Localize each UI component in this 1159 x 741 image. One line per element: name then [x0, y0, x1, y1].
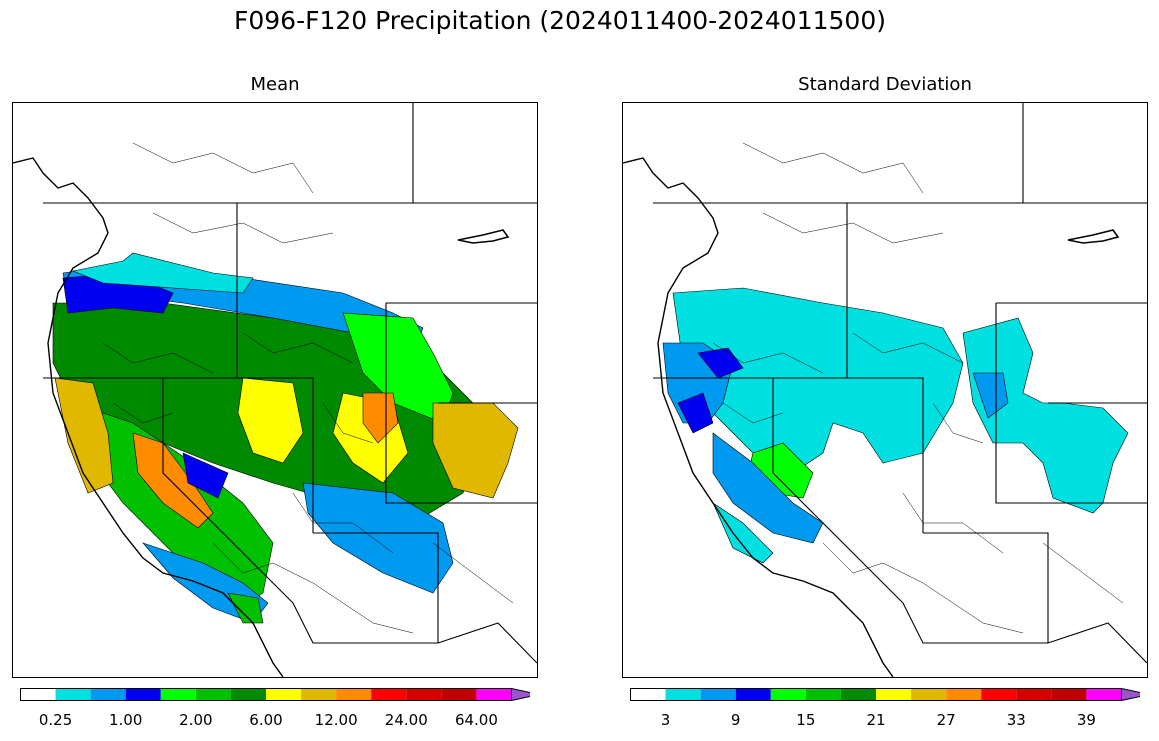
mean-region-darkblue-south: [182, 452, 229, 499]
mean-colorbar-tick-label: 1.00: [109, 711, 143, 729]
std-colorbar-segment: [946, 688, 982, 701]
std-colorbar-tick-label: 39: [1076, 711, 1096, 729]
mean-region-gold-east: [432, 402, 519, 499]
std-colorbar-segment: [665, 688, 701, 701]
std-region-darkblue-2: [677, 392, 714, 434]
mean-colorbar-segment: [371, 688, 407, 701]
std-region-cyan-south: [712, 502, 774, 564]
mean-region-orange-rockies: [362, 392, 399, 444]
mean-colorbar-segment: [160, 688, 196, 701]
mean-map: [12, 102, 538, 678]
std-colorbar: [630, 688, 1140, 702]
std-colorbar-segment: [1051, 688, 1087, 701]
mean-colorbar: [20, 688, 530, 702]
std-colorbar-graphic: [630, 688, 1140, 702]
mean-colorbar-segment: [406, 688, 442, 701]
std-colorbar-segment: [630, 688, 666, 701]
std-colorbar-tick-label: 9: [730, 711, 741, 729]
std-colorbar-segment: [840, 688, 876, 701]
mean-colorbar-extend-arrow: [511, 688, 530, 702]
mean-colorbar-tick-label: 6.00: [249, 711, 283, 729]
std-colorbar-segment: [700, 688, 736, 701]
std-colorbar-tick-label: 33: [1006, 711, 1026, 729]
std-watershed-lines: [712, 142, 1124, 634]
std-region-blue-rockies: [972, 372, 1009, 419]
mean-state-borders: [43, 103, 537, 664]
mean-colorbar-tick-label: 12.00: [314, 711, 358, 729]
mean-region-green-socal: [227, 592, 264, 624]
std-coastline: [623, 157, 894, 677]
mean-colorbar-tick-label: 0.25: [38, 711, 73, 729]
std-map-canvas: [623, 103, 1147, 677]
mean-colorbar-segment: [230, 688, 266, 701]
std-lake-winnipeg: [1067, 229, 1120, 244]
mean-colorbar-segment: [90, 688, 126, 701]
std-colorbar-tick-label: 21: [866, 711, 886, 729]
std-colorbar-segment: [911, 688, 947, 701]
mean-watershed-lines: [102, 142, 514, 634]
std-region-cyan: [672, 287, 964, 474]
mean-lake-winnipeg: [457, 229, 510, 244]
mean-colorbar-segment: [20, 688, 56, 701]
std-colorbar-segment: [1016, 688, 1052, 701]
mean-colorbar-tick-label: 64.00: [454, 711, 498, 729]
std-region-cyan-east: [962, 317, 1129, 514]
mean-colorbar-graphic: [20, 688, 530, 702]
std-map: [622, 102, 1148, 678]
std-colorbar-segment: [876, 688, 912, 701]
mean-colorbar-tick-label: 2.00: [179, 711, 213, 729]
std-region-blue-south: [712, 432, 824, 544]
mean-colorbar-segment: [125, 688, 161, 701]
mean-region-yellow-coast: [54, 377, 114, 494]
mean-region-cyan-north: [71, 252, 254, 294]
std-colorbar-segment: [770, 688, 806, 701]
mean-colorbar-tick-label: 24.00: [384, 711, 428, 729]
std-colorbar-tick-label: 3: [660, 711, 671, 729]
std-colorbar-extend-arrow: [1121, 688, 1140, 702]
std-colorbar-segment: [981, 688, 1017, 701]
figure-title: F096-F120 Precipitation (2024011400-2024…: [233, 6, 886, 35]
mean-map-canvas: [13, 103, 537, 677]
std-state-borders: [653, 103, 1147, 664]
std-colorbar-segment: [805, 688, 841, 701]
std-colorbar-segment: [1086, 688, 1122, 701]
std-colorbar-segment: [735, 688, 771, 701]
mean-region-orange-sierra: [132, 432, 214, 529]
mean-colorbar-segment: [266, 688, 302, 701]
mean-panel-title: Mean: [250, 74, 300, 95]
mean-colorbar-segment: [301, 688, 337, 701]
mean-region-yellow-interior: [237, 377, 304, 464]
mean-colorbar-segment: [441, 688, 477, 701]
mean-colorbar-segment: [476, 688, 512, 701]
std-colorbar-tick-label: 27: [936, 711, 956, 729]
std-colorbar-tick-label: 15: [796, 711, 816, 729]
mean-colorbar-segment: [195, 688, 231, 701]
mean-coastline: [13, 157, 284, 677]
std-panel-title: Standard Deviation: [798, 74, 972, 95]
mean-colorbar-segment: [55, 688, 91, 701]
mean-colorbar-segment: [336, 688, 372, 701]
